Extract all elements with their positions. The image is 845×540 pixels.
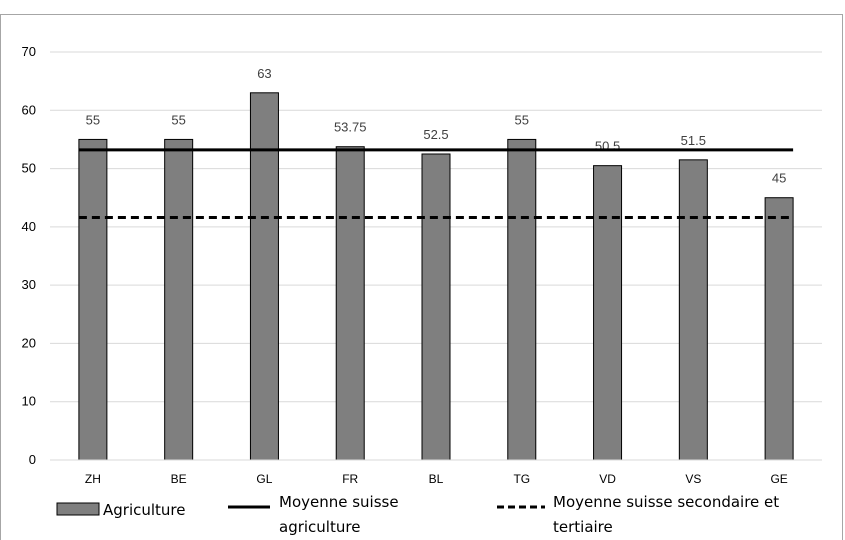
y-tick-label: 30 [22,277,36,292]
data-label: 55 [86,112,100,127]
x-tick-label: BE [171,472,187,486]
data-label: 55 [515,112,529,127]
data-label: 63 [257,66,271,81]
legend-label-moyenne-agriculture: Moyenne suisse agriculture [279,493,403,536]
y-tick-label: 10 [22,394,36,409]
data-label: 51.5 [681,133,706,148]
x-tick-label: GL [256,472,272,486]
legend-label-moyenne-agriculture-line2: agriculture [279,518,360,536]
y-axis-ticks: 0 10 20 30 40 50 60 70 [22,44,36,467]
bar [421,153,451,461]
x-tick-label: GE [770,472,787,486]
x-tick-label: FR [342,472,358,486]
y-tick-label: 50 [22,161,36,176]
x-tick-label: VD [599,472,616,486]
bar [249,92,279,461]
reference-lines [78,148,794,220]
y-tick-label: 20 [22,335,36,350]
legend-swatch-bar [56,502,100,516]
bar [164,138,194,461]
legend-item-moyenne-secondaire-tertiaire: Moyenne suisse secondaire et tertiaire [497,493,784,536]
legend-label-moyenne-secondaire-line2: tertiaire [553,518,613,536]
chart-frame [0,14,843,540]
legend-label-moyenne-secondaire-tertiaire: Moyenne suisse secondaire et tertiaire [553,493,784,536]
x-tick-label: TG [513,472,530,486]
bar [335,146,365,461]
x-tick-label: ZH [85,472,101,486]
legend-label-agriculture: Agriculture [103,501,186,519]
bar [593,165,623,461]
x-tick-label: VS [685,472,701,486]
data-label: 55 [171,112,185,127]
x-tick-label: BL [429,472,444,486]
bars [78,92,794,461]
legend-item-moyenne-agriculture: Moyenne suisse agriculture [228,493,403,536]
bar [678,159,708,461]
legend-item-agriculture: Agriculture [56,501,186,519]
data-label: 53.75 [334,120,367,135]
y-tick-label: 40 [22,219,36,234]
bar [78,138,108,461]
legend-label-moyenne-agriculture-line1: Moyenne suisse [279,493,399,511]
y-tick-label: 0 [29,452,36,467]
bar [507,138,537,461]
y-tick-label: 70 [22,44,36,59]
legend: Agriculture Moyenne suisse agriculture M… [56,493,784,536]
y-tick-label: 60 [22,102,36,117]
legend-label-moyenne-secondaire-line1: Moyenne suisse secondaire et [553,493,779,511]
data-label: 45 [772,171,786,186]
bar [764,197,794,461]
data-label: 52.5 [423,127,448,142]
x-axis-ticks: ZH BE GL FR BL TG VD VS GE [85,472,788,486]
